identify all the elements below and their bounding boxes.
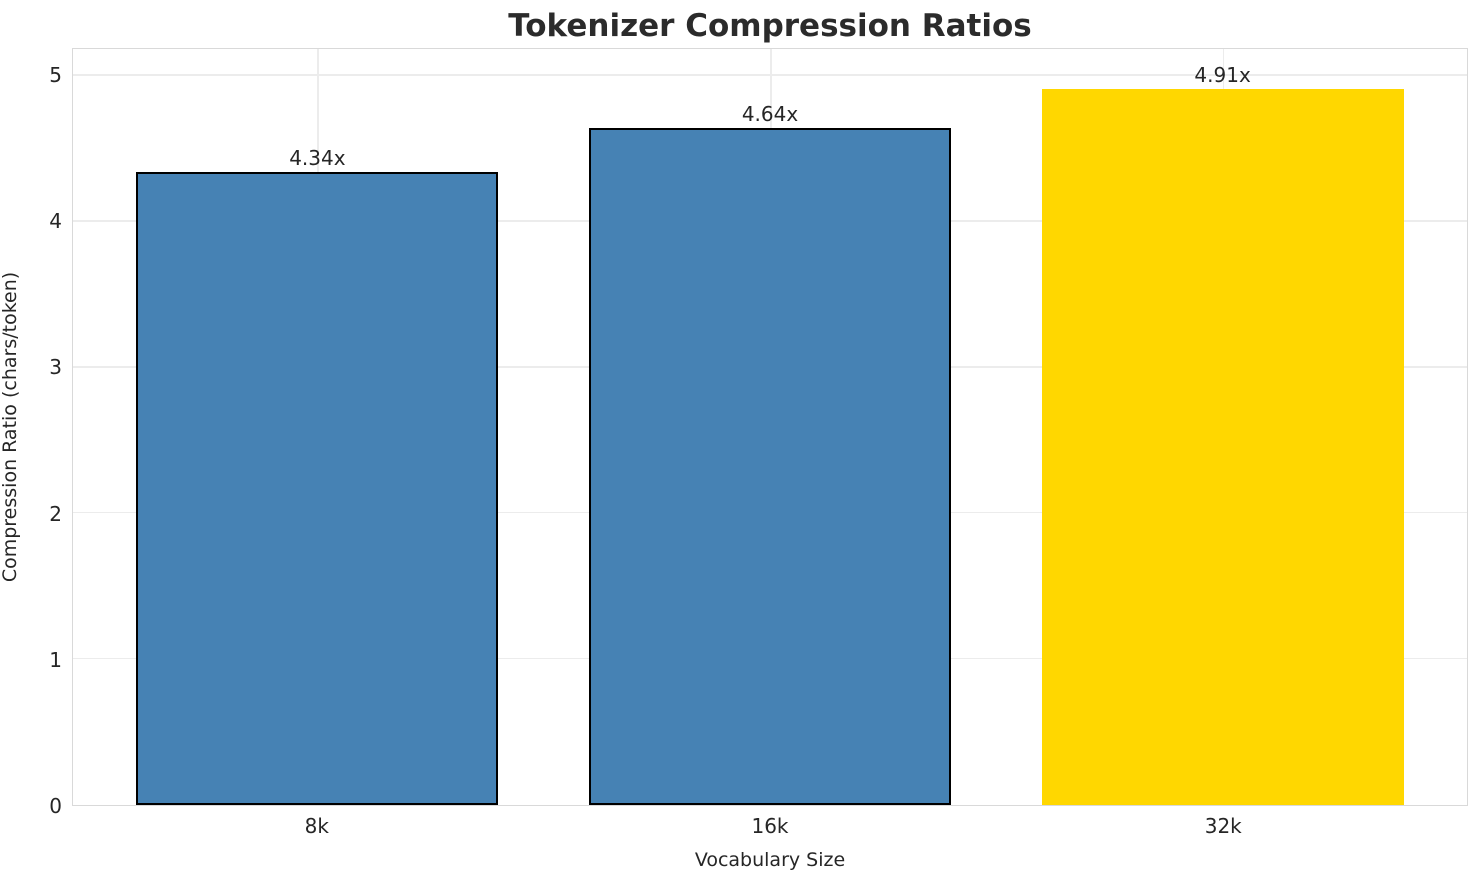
chart-title: Tokenizer Compression Ratios xyxy=(508,8,1032,44)
y-tick-label: 2 xyxy=(49,501,62,526)
y-tick-label: 4 xyxy=(49,209,62,234)
y-tick-label: 1 xyxy=(49,647,62,672)
x-tick-label-16k: 16k xyxy=(751,814,789,838)
plot-area: 4.34x 4.64x 4.91x xyxy=(72,48,1468,806)
x-tick-label-8k: 8k xyxy=(304,814,329,838)
bar-value-label: 4.91x xyxy=(1194,63,1251,88)
y-tick-label: 0 xyxy=(49,794,62,818)
x-axis-label: Vocabulary Size xyxy=(694,849,846,871)
bar-16k xyxy=(588,128,952,805)
bar-value-label: 4.34x xyxy=(289,146,346,171)
y-tick-label: 5 xyxy=(49,63,62,88)
bar-value-label: 4.64x xyxy=(741,102,799,127)
x-tick-label-32k: 32k xyxy=(1204,814,1242,838)
bar-8k xyxy=(136,172,499,805)
x-axis: 8k 16k 32k xyxy=(72,814,1468,842)
y-tick-label: 3 xyxy=(49,355,62,380)
bar-32k xyxy=(1041,89,1404,805)
y-axis: 0 1 2 3 4 5 xyxy=(0,48,62,816)
